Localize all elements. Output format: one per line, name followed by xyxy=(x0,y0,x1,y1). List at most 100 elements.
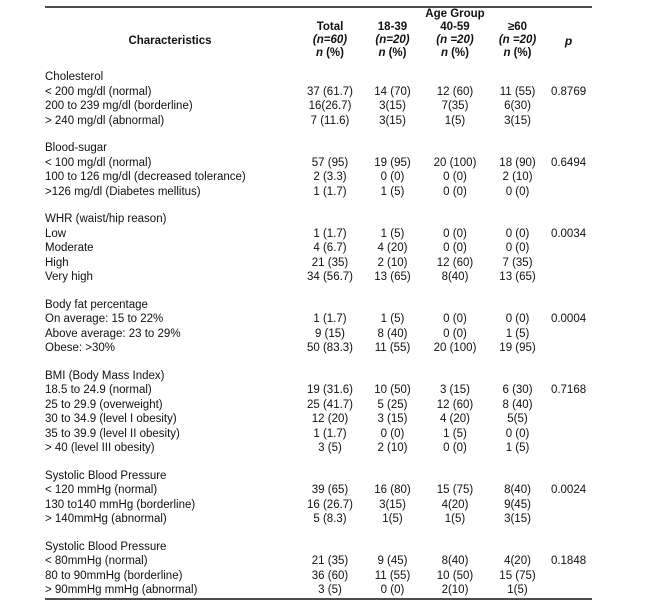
value-cell: 0 (0) xyxy=(505,242,530,254)
value-cell: 34 (56.7) xyxy=(306,271,354,283)
value-cell: 12 (60) xyxy=(436,256,474,269)
value-cell: 8(40) xyxy=(441,555,469,567)
value-cell: 16 (26.7) xyxy=(306,498,354,511)
table-row: 80 to 90mmHg (borderline) 36 (60) 11 (55) 1… xyxy=(45,569,592,584)
table-row: < 120 mmHg (normal) 39 (65) 16 (80) 15 (75)… xyxy=(45,483,592,498)
value-cell: 21 (35) xyxy=(311,555,349,567)
value-cell: 4 (20) xyxy=(439,413,471,425)
value-cell: 7 (35) xyxy=(502,256,533,269)
characteristics-table: Age Group Characteristics Total (n=60) n… xyxy=(45,6,593,600)
table-row: 35 to 39.9 (level II obesity) 1 (1.7) 0 (0… xyxy=(45,427,592,442)
table-row: 25 to 29.9 (overweight) 25 (41.7) 5 (25) 12… xyxy=(45,398,592,413)
table-row: Obese: >30% 50 (83.3) 11 (55) 20 (100) 19 (9… xyxy=(45,341,592,356)
value-cell: 1 (1.7) xyxy=(313,227,347,240)
value-cell: 0 (0) xyxy=(443,171,467,183)
col-header-p: p xyxy=(564,33,573,48)
section-gap xyxy=(45,456,592,469)
p-value-cell: 0.6494 xyxy=(550,156,587,169)
table-row: > 90mmHg mmHg (abnormal) 3 (5) 0 (0) 2(10) 1… xyxy=(45,583,592,599)
value-cell: 1 (5) xyxy=(443,427,467,440)
p-value-cell xyxy=(545,99,592,114)
value-cell: 0 (0) xyxy=(505,313,530,325)
characteristics-header: Characteristics xyxy=(128,34,212,47)
p-value-cell xyxy=(545,241,592,256)
table-row: Moderate 4 (6.7) 4 (20) 0 (0) 0 (0) xyxy=(45,241,592,256)
section-gap xyxy=(45,128,592,141)
p-value-cell xyxy=(545,498,592,513)
table-row: < 80mmHg (normal) 21 (35) 9 (45) 8(40) 4(20)… xyxy=(45,554,592,569)
section-gap-cell xyxy=(45,527,592,540)
section-header-row: Blood-sugar xyxy=(45,141,592,156)
table-row: 100 to 126 mg/dl (decreased tolerance) 2 … xyxy=(45,170,592,185)
value-cell: 3(15) xyxy=(379,114,406,127)
p-value-cell xyxy=(545,270,592,285)
spacer-cell xyxy=(545,7,592,21)
column-header-row: Characteristics Total (n=60) n (%) 18-39 … xyxy=(45,21,592,60)
value-cell: 3(15) xyxy=(504,114,531,127)
spacer-cell xyxy=(45,7,295,21)
row-label: > 140mmHg (abnormal) xyxy=(45,513,167,525)
row-label: >126 mg/dl (Diabetes mellitus) xyxy=(45,185,201,198)
col-stat: n (%) xyxy=(378,47,407,59)
value-cell: 3(15) xyxy=(504,513,531,525)
value-cell: 1 (5) xyxy=(380,185,405,198)
row-label: 200 to 239 mg/dl (borderline) xyxy=(45,100,193,112)
value-cell: 0 (0) xyxy=(443,442,467,454)
value-cell: 4 (6.7) xyxy=(313,242,347,254)
section-gap-cell xyxy=(45,356,592,369)
col-title: ≥60 xyxy=(507,21,528,33)
value-cell: 3(15) xyxy=(379,498,406,511)
col-header-18-39: 18-39 (n=20) n (%) xyxy=(365,21,420,60)
p-value-cell xyxy=(545,412,592,427)
p-value-cell xyxy=(545,512,592,527)
value-cell: 4(20) xyxy=(504,555,531,567)
p-value-cell xyxy=(545,170,592,185)
value-cell: 11 (55) xyxy=(499,85,536,98)
p-value-cell xyxy=(545,341,592,356)
value-cell: 1 (5) xyxy=(380,313,405,325)
value-cell: 4 (20) xyxy=(377,242,408,254)
value-cell: 15 (75) xyxy=(436,484,474,496)
col-count: (n =20) xyxy=(436,34,474,46)
p-value-cell xyxy=(545,256,592,271)
value-cell: 3 (15) xyxy=(377,413,408,425)
section-label: Systolic Blood Pressure xyxy=(45,540,167,553)
p-value-cell xyxy=(545,583,592,599)
section-gap-cell xyxy=(45,285,592,298)
row-label: 80 to 90mmHg (borderline) xyxy=(45,569,183,582)
p-value-cell: 0.0034 xyxy=(550,227,587,240)
value-cell: 1 (1.7) xyxy=(313,185,347,198)
p-value-cell: 0.1848 xyxy=(550,555,587,567)
section-gap-cell xyxy=(45,456,592,469)
value-cell: 3(15) xyxy=(379,100,406,112)
row-label: < 120 mmHg (normal) xyxy=(45,484,158,496)
value-cell: 2 (10) xyxy=(502,171,533,183)
value-cell: 1 (1.7) xyxy=(313,427,347,440)
row-label: > 90mmHg mmHg (abnormal) xyxy=(45,584,198,596)
value-cell: 12 (60) xyxy=(436,85,474,98)
table-row: 18.5 to 24.9 (normal) 19 (31.6) 10 (50) 3 (… xyxy=(45,383,592,398)
row-label: < 80mmHg (normal) xyxy=(45,555,148,567)
section-gap-cell xyxy=(45,60,592,70)
row-label: Moderate xyxy=(45,242,94,254)
value-cell: 14 (70) xyxy=(374,85,411,98)
value-cell: 16(26.7) xyxy=(308,100,352,112)
col-stat: n (%) xyxy=(503,47,532,59)
table-row: 30 to 34.9 (level I obesity) 12 (20) 3 (15… xyxy=(45,412,592,427)
value-cell: 0 (0) xyxy=(443,327,467,340)
value-cell: 19 (95) xyxy=(499,342,536,354)
table-row: < 200 mg/dl (normal) 37 (61.7) 14 (70) 12 (… xyxy=(45,85,592,100)
section-label: WHR (waist/hip reason) xyxy=(45,213,167,225)
value-cell: 1(5) xyxy=(444,114,466,127)
value-cell: 15 (75) xyxy=(499,569,536,582)
section-header-row: Systolic Blood Pressure xyxy=(45,469,592,484)
spacer-cell xyxy=(295,7,365,21)
col-title: Total xyxy=(316,21,344,33)
value-cell: 8 (40) xyxy=(377,327,408,340)
section-gap xyxy=(45,527,592,540)
value-cell: 8(40) xyxy=(504,484,531,496)
col-count: (n=20) xyxy=(375,34,410,46)
value-cell: 0 (0) xyxy=(380,584,405,596)
table-row: >126 mg/dl (Diabetes mellitus) 1 (1.7) 1 (… xyxy=(45,185,592,200)
section-gap xyxy=(45,356,592,369)
